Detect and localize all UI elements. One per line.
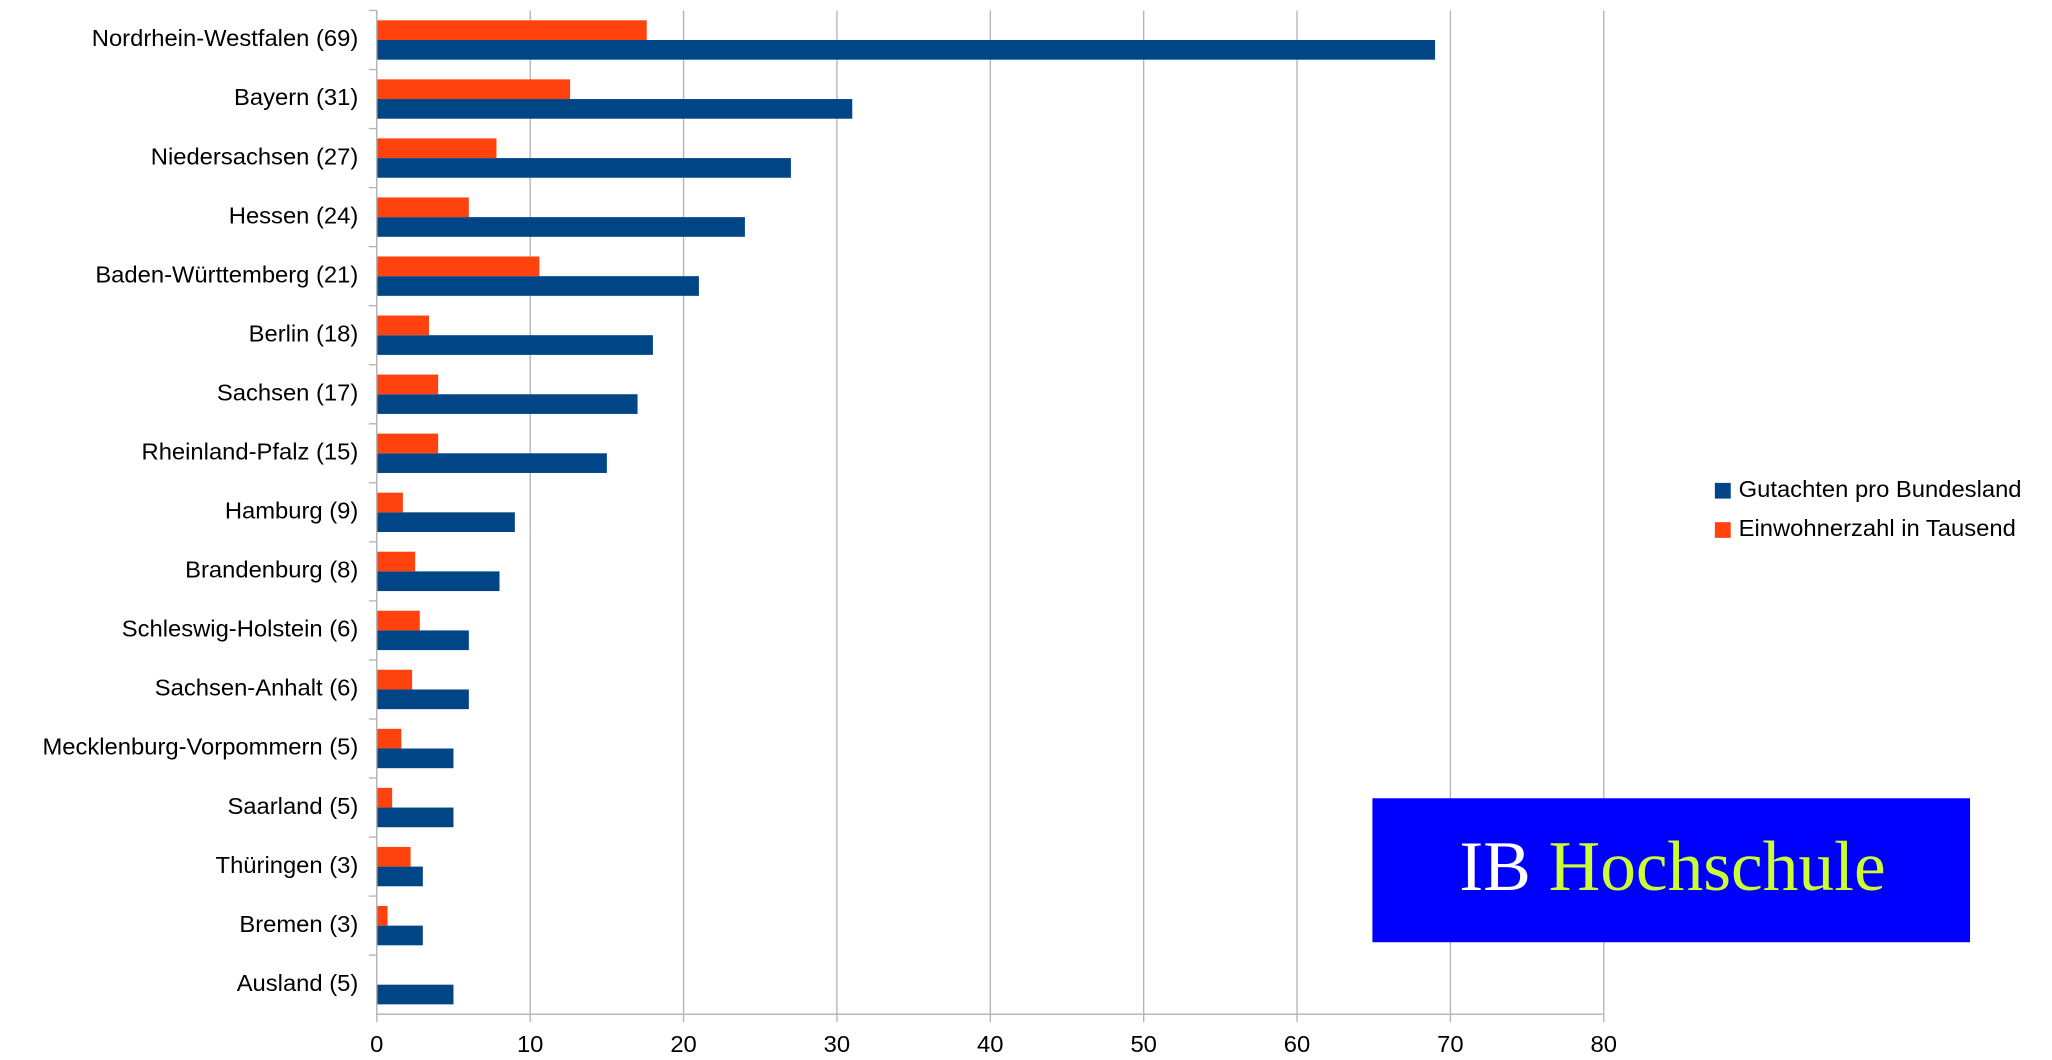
legend-label: Einwohnerzahl in Tausend [1739,516,2016,542]
bar [376,39,1436,60]
bar [376,492,403,513]
bar [376,728,402,749]
x-tick-label: 20 [670,1032,696,1058]
x-tick-label: 60 [1284,1032,1310,1058]
x-tick-label: 80 [1591,1032,1617,1058]
bar [376,866,423,887]
y-tick-label: Thüringen (3) [216,853,359,879]
x-tick-label: 10 [517,1032,543,1058]
bar [376,984,454,1005]
x-tick-label: 40 [977,1032,1003,1058]
bar [376,787,393,808]
bars [376,20,1436,1005]
logo: IB Hochschule [1459,829,1885,907]
bar [376,158,791,178]
bar [376,433,439,454]
y-tick-label: Nordrhein-Westfalen (69) [92,26,359,52]
bar [376,610,420,631]
logo-box [1372,798,1971,943]
bar [376,20,647,40]
y-tick-label: Bayern (31) [234,85,358,111]
y-tick-label: Sachsen (17) [217,381,358,407]
bar [376,748,454,769]
y-tick-label: Baden-Württemberg (21) [95,262,358,288]
logo-part: IB [1459,829,1530,907]
y-tick-label: Brandenburg (8) [185,558,358,584]
bar [376,846,411,867]
axes: 0 10 20 30 40 50 60 70 80 Nordrhein-Westfalen (69… [42,9,1617,1058]
y-tick-label: Saarland (5) [227,794,358,820]
bar [376,217,745,237]
bar [376,138,497,159]
bar [376,669,413,690]
y-tick-label: Hessen (24) [229,203,359,229]
bar [376,394,638,414]
y-tick-label: Niedersachsen (27) [151,144,359,170]
bar [376,197,469,218]
bar [376,630,469,651]
legend-swatch [1714,482,1731,499]
x-tick-label: 30 [824,1032,850,1058]
x-tick-label: 0 [370,1032,383,1058]
legend: Gutachten pro Bundesland Einwohnerzahl in… [1714,477,2022,542]
bar [376,512,515,533]
bar [376,453,607,473]
y-tick-label: Hamburg (9) [225,499,358,525]
bar [376,276,699,296]
legend-label: Gutachten pro Bundesland [1739,477,2022,503]
bar [376,807,454,828]
bar [376,551,416,572]
y-tick-label: Sachsen-Anhalt (6) [155,676,359,702]
legend-swatch [1714,522,1731,538]
bar [376,99,853,119]
bar [376,315,429,336]
y-tick-label: Mecklenburg-Vorpommern (5) [42,735,358,761]
y-tick-label: Rheinland-Pfalz (15) [142,440,359,466]
bar [376,256,540,277]
x-tick-label: 70 [1437,1032,1463,1058]
y-tick-label: Ausland (5) [237,971,359,997]
y-tick-label: Berlin (18) [249,322,359,348]
bar [376,689,469,710]
bar [376,374,439,395]
x-tick-label: 50 [1130,1032,1156,1058]
bar [376,79,571,100]
y-tick-label: Bremen (3) [239,912,358,938]
bar [376,571,500,592]
logo-part: Hochschule [1549,829,1886,907]
bar [376,925,423,946]
y-tick-label: Schleswig-Holstein (6) [122,617,359,643]
bar [376,335,653,355]
bar [376,905,388,926]
